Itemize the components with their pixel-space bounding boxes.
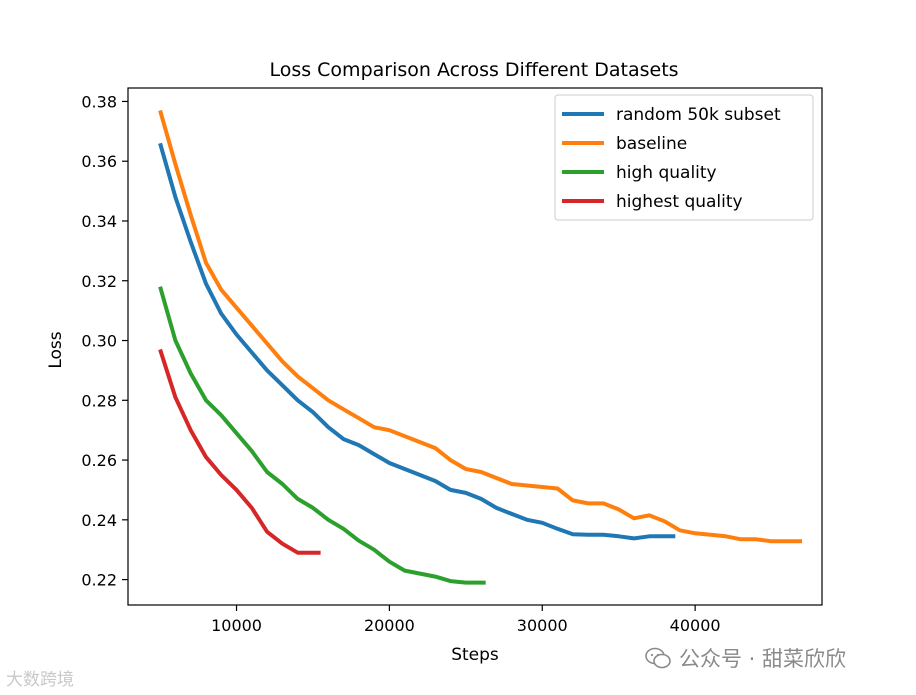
chart-title: Loss Comparison Across Different Dataset… [269,59,678,81]
y-axis-label: Loss [46,331,66,368]
legend-label: high quality [616,163,717,183]
series-lines [158,109,803,585]
wechat-icon [645,647,671,669]
legend-label: highest quality [616,192,743,212]
y-tick-label: 0.34 [81,212,117,231]
axis-ticks: 10000 20000 30000 40000 0.22 0.24 0.26 0.28 0.30… [81,92,720,635]
y-tick-label: 0.26 [81,451,117,470]
series-line-baseline [158,109,803,544]
y-tick-label: 0.32 [81,272,117,291]
x-axis-label: Steps [451,645,499,665]
y-tick-label: 0.36 [81,152,117,171]
watermark-left: 大数跨境 [6,665,74,690]
legend-box [554,94,814,221]
watermark-right: 公众号 · 甜菜欣欣 [645,643,846,673]
y-tick-label: 0.28 [81,391,117,410]
x-tick-label: 10000 [211,616,262,635]
series-line-highest-quality [158,348,321,555]
legend: random 50k subset baseline high quality hig… [554,94,814,221]
y-tick-label: 0.22 [81,571,117,590]
x-tick-label: 30000 [517,616,568,635]
legend-label: random 50k subset [616,105,781,125]
x-tick-label: 40000 [670,616,721,635]
series-line-random-50k-subset [158,142,676,541]
watermark-right-text: 公众号 · 甜菜欣欣 [679,647,847,671]
plot-area-frame [127,87,823,606]
watermark-left-text: 大数跨境 [6,670,74,690]
y-tick-label: 0.24 [81,511,117,530]
x-tick-label: 20000 [364,616,415,635]
y-tick-label: 0.38 [81,92,117,111]
series-line-high-quality [158,286,486,585]
y-tick-label: 0.30 [81,332,117,351]
legend-label: baseline [616,134,687,154]
